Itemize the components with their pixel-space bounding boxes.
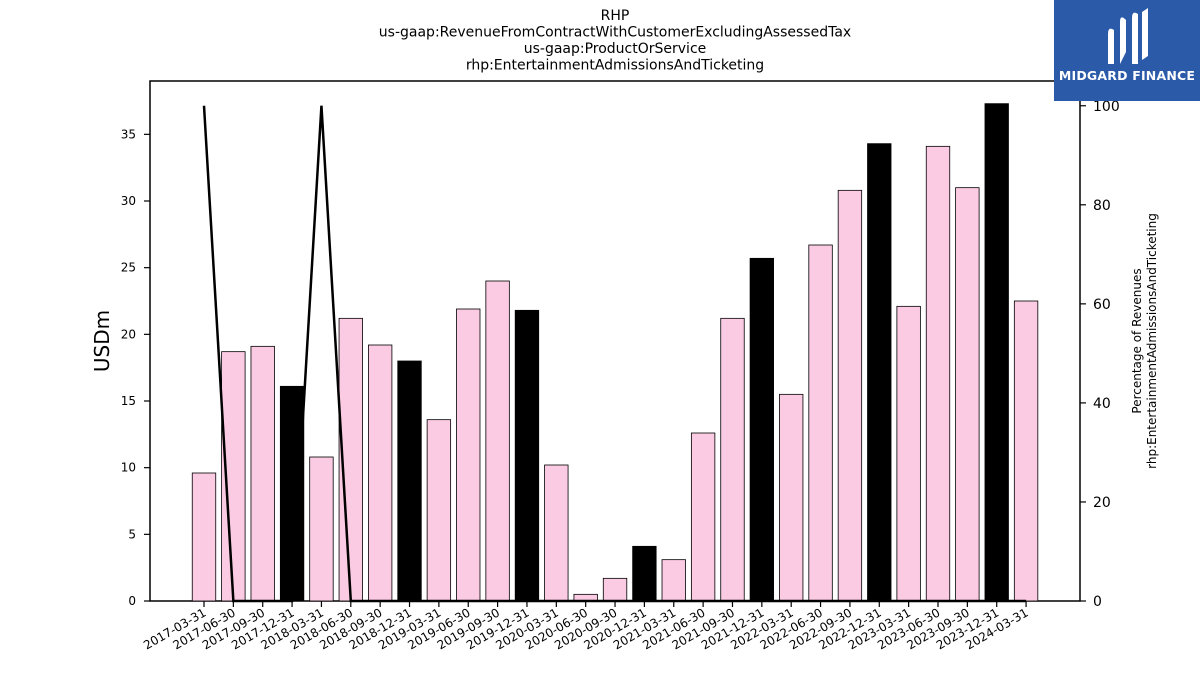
bar xyxy=(808,244,833,602)
bar xyxy=(456,308,481,602)
y-tick-label: 25 xyxy=(121,261,136,275)
bar xyxy=(191,472,217,602)
chart-title: RHPus-gaap:RevenueFromContractWithCustom… xyxy=(379,8,851,74)
y-right-tick-label: 100 xyxy=(1093,99,1120,115)
bar xyxy=(867,143,892,602)
y-tick-label: 35 xyxy=(121,127,136,141)
y-right-label-line: Percentage of Revenues xyxy=(1130,268,1144,413)
bar xyxy=(309,456,334,602)
bar xyxy=(397,360,422,602)
bar xyxy=(896,305,921,602)
bar xyxy=(779,393,804,602)
bar xyxy=(632,545,657,602)
bar xyxy=(720,317,745,602)
bar xyxy=(690,432,716,602)
title-line: us-gaap:RevenueFromContractWithCustomerE… xyxy=(379,25,851,41)
y-right-tick-label: 80 xyxy=(1093,198,1111,214)
bar xyxy=(984,103,1009,602)
title-line: rhp:EntertainmentAdmissionsAndTicketing xyxy=(466,58,764,74)
bars xyxy=(191,103,1039,602)
logo-text: MIDGARD FINANCE xyxy=(1058,68,1196,83)
bar xyxy=(250,345,275,602)
bar xyxy=(602,577,628,602)
y-right-tick-label: 0 xyxy=(1093,594,1102,610)
x-axis-ticks: 2017-03-312017-06-302017-09-302017-12-31… xyxy=(141,601,1031,652)
y-right-tick-label: 20 xyxy=(1093,495,1111,511)
y-tick-label: 5 xyxy=(128,527,136,541)
right-axis-ticks: 0 20 40 60 80 100 xyxy=(1080,99,1120,610)
y-axis-label: USDm xyxy=(90,310,114,372)
y-tick-label: 15 xyxy=(121,394,136,408)
bar xyxy=(1013,300,1039,602)
left-axis-ticks: 0 5 10 15 20 25 30 35 xyxy=(121,127,150,608)
y-tick-label: 20 xyxy=(121,327,136,341)
title-line: us-gaap:ProductOrService xyxy=(524,41,707,57)
bar xyxy=(485,280,510,602)
y-right-label-line: rhp:EntertainmentAdmissionsAndTicketing xyxy=(1145,213,1159,469)
bar xyxy=(661,559,686,602)
bar xyxy=(925,145,951,602)
y-tick-label: 10 xyxy=(121,461,136,475)
bar xyxy=(368,344,393,602)
bar xyxy=(426,419,452,602)
bar xyxy=(749,257,774,602)
title-line: RHP xyxy=(601,8,630,24)
y-right-tick-label: 40 xyxy=(1093,396,1111,412)
bar xyxy=(955,187,980,602)
bar xyxy=(514,309,540,602)
y-axis-label-right: Percentage of Revenues rhp:EntertainmentA… xyxy=(1130,213,1159,469)
logo-mark-icon xyxy=(1108,8,1148,65)
y-right-tick-label: 60 xyxy=(1093,297,1111,313)
bar xyxy=(279,385,305,602)
bar xyxy=(837,189,863,602)
bar xyxy=(544,464,569,602)
y-tick-label: 30 xyxy=(121,194,136,208)
y-tick-label: 0 xyxy=(128,594,136,608)
logo: MIDGARD FINANCE xyxy=(1054,0,1200,101)
